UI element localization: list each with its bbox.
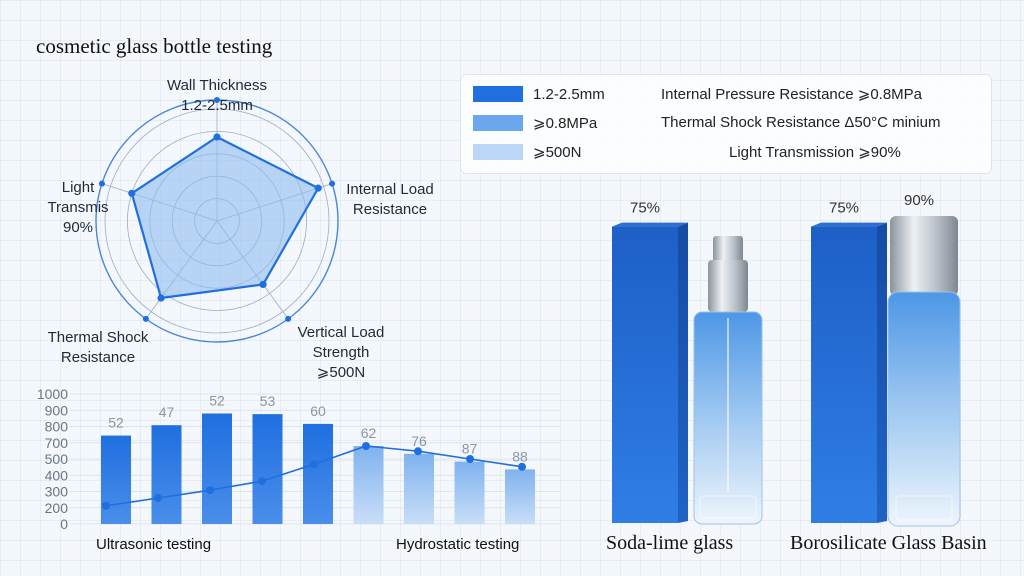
legend-panel: 1.2-2.5mm ⩾0.8MPa ⩾500N Internal Pressur… (460, 74, 992, 174)
legend-item: 1.2-2.5mm (473, 83, 663, 105)
radar-point (157, 294, 165, 302)
bar (252, 414, 283, 524)
y-tick-label: 0 (60, 516, 68, 532)
radar-point (213, 133, 221, 141)
radar-axis-label: Vertical Load (298, 324, 385, 341)
legend-swatch (473, 86, 523, 102)
bar-data-label: 52 (108, 415, 124, 431)
legend-label: ⩾0.8MPa (533, 115, 598, 132)
bar (353, 446, 384, 524)
radar-chart: Wall Thickness 1.2-2.5mm Internal Load Resi… (47, 77, 434, 381)
radar-point (128, 189, 136, 197)
bar-data-label: 62 (361, 425, 377, 441)
y-tick-label: 300 (45, 484, 69, 500)
legend-item: ⩾500N (473, 141, 663, 163)
legend-swatch (473, 115, 523, 131)
radar-axis-label: Wall Thickness (167, 77, 267, 94)
trend-point (362, 442, 370, 450)
category-label: Soda-lime glass (606, 532, 734, 554)
radar-ring-marker (285, 315, 292, 322)
radar-ring-marker (142, 315, 149, 322)
trend-point (154, 494, 162, 502)
radar-axis-label: Strength (313, 344, 370, 361)
bar (404, 453, 434, 524)
legend-description: Internal Pressure Resistance ⩾0.8MPa (661, 86, 923, 103)
radar-axis-label: Resistance (61, 349, 135, 366)
bar-data-label: 75% (829, 200, 859, 217)
bar-side (678, 222, 688, 523)
bar-data-label: 87 (462, 441, 478, 457)
trend-point (414, 447, 422, 456)
page-title: cosmetic glass bottle testing (36, 34, 273, 58)
bar-data-label: 53 (260, 393, 276, 409)
bar (505, 469, 535, 524)
bar (101, 435, 131, 524)
y-tick-label: 500 (45, 451, 69, 467)
bar (811, 226, 877, 523)
bar (454, 461, 485, 524)
radar-axis-label: ⩾500N (317, 364, 365, 381)
bar-data-label: 76 (411, 433, 427, 449)
radar-axis-label: Thermal Shock (48, 329, 149, 346)
radar-point (314, 184, 322, 192)
bar (151, 425, 182, 524)
radar-axis-label: Light (62, 179, 95, 196)
legend-description: Light Transmission ⩾90% (729, 144, 901, 161)
bar-data-label: 75% (630, 200, 660, 217)
radar-data-area (130, 135, 320, 300)
bar-top (612, 222, 688, 227)
y-tick-label: 700 (45, 435, 69, 451)
legend-swatch (473, 144, 523, 160)
y-tick-label: 900 (45, 402, 69, 418)
legend-description: Thermal Shock Resistance Δ50°C minium (661, 114, 941, 131)
category-label: Borosilicate Glass Basin (790, 532, 987, 554)
y-tick-label: 1000 (37, 386, 68, 402)
radar-axis-label: 90% (63, 219, 93, 236)
radar-ring-marker (98, 180, 105, 187)
bar (612, 226, 678, 523)
trend-point (466, 455, 474, 463)
x-axis-start-label: Ultrasonic testing (96, 536, 212, 553)
trend-point (102, 501, 110, 510)
x-axis-end-label: Hydrostatic testing (396, 536, 520, 553)
cylinder-bottle-image (887, 216, 961, 527)
radar-ring-marker (329, 180, 336, 187)
radar-axis-label: 1.2-2.5mm (181, 97, 253, 114)
bar-data-label: 88 (512, 448, 528, 464)
legend-label: ⩾500N (533, 144, 582, 161)
bar-top (811, 222, 887, 227)
bottle-transmission-label: 90% (904, 192, 935, 209)
trend-point (258, 477, 266, 486)
trend-point (518, 462, 526, 471)
legend-label: 1.2-2.5mm (533, 85, 605, 103)
bar-data-label: 60 (310, 403, 326, 419)
radar-ring-marker (214, 97, 220, 103)
y-tick-label: 400 (45, 467, 69, 483)
y-tick-label: 800 (45, 419, 69, 435)
bar (303, 423, 333, 524)
bar (202, 413, 232, 524)
legend-item: ⩾0.8MPa (473, 112, 663, 134)
y-tick-label: 200 (45, 500, 69, 516)
radar-axis-label: Resistance (353, 201, 427, 218)
bar-data-label: 47 (159, 404, 175, 420)
bar-data-label: 52 (209, 393, 225, 409)
trend-point (206, 486, 214, 495)
bar-side (877, 222, 887, 523)
radar-axis-label: Transmis (47, 199, 108, 216)
radar-point (259, 280, 267, 289)
radar-axis-label: Internal Load (346, 181, 434, 198)
trend-point (310, 460, 318, 469)
glass-comparison-chart: 75% 75% (612, 200, 961, 527)
spray-bottle-image (693, 236, 763, 525)
